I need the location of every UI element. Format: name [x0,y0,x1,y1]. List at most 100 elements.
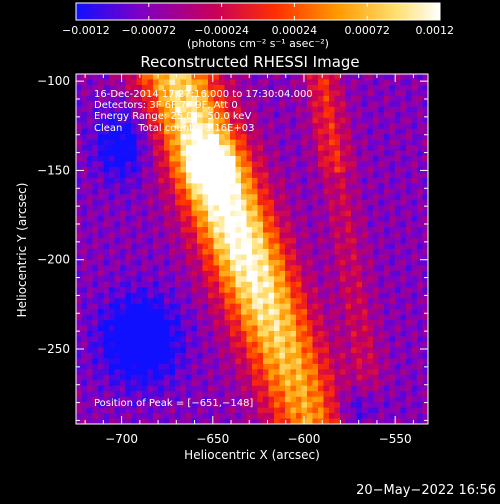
heatmap-cell [257,314,264,321]
heatmap-cell [125,298,132,305]
heatmap-cell [356,352,363,359]
heatmap-cell [164,418,170,425]
heatmap-cell [340,90,346,97]
heatmap-cell [142,216,148,223]
heatmap-cell [323,287,330,294]
heatmap-cell [235,336,242,343]
heatmap-cell [114,216,121,223]
heatmap-cell [389,145,396,151]
heatmap-cell [109,309,115,316]
heatmap-cell [334,183,341,190]
heatmap-cell [125,352,132,359]
heatmap-cell [136,341,143,348]
heatmap-cell [186,106,192,113]
heatmap-cell [422,79,429,86]
heatmap-cell [268,396,275,403]
heatmap-cell [191,139,198,146]
heatmap-cell [257,227,264,233]
heatmap-cell [384,128,390,135]
heatmap-cell [285,123,291,130]
heatmap-cell [125,259,132,266]
heatmap-cell [87,341,93,348]
heatmap-cell [329,396,335,403]
heatmap-cell [153,292,159,299]
heatmap-cell [109,396,115,403]
heatmap-cell [98,352,104,359]
heatmap-cell [120,205,126,212]
heatmap-cell [263,369,269,376]
heatmap-cell [411,352,418,359]
heatmap-cell [158,156,165,162]
heatmap-cell [411,385,418,392]
heatmap-cell [400,303,407,310]
heatmap-cell [153,396,159,403]
heatmap-cell [257,418,264,425]
heatmap-cell [290,177,297,184]
heatmap-cell [81,303,88,310]
heatmap-cell [257,358,264,365]
heatmap-cell [76,205,82,212]
heatmap-cell [290,150,297,157]
heatmap-cell [252,407,258,414]
heatmap-cell [224,134,231,141]
heatmap-cell [356,292,363,299]
heatmap-cell [406,74,412,80]
heatmap-cell [362,336,368,343]
heatmap-cell [147,331,154,337]
heatmap-cell [389,331,396,337]
heatmap-cell [323,303,330,310]
heatmap-cell [411,380,418,387]
heatmap-cell [257,199,264,206]
heatmap-cell [235,188,242,195]
heatmap-cell [153,331,159,337]
heatmap-cell [329,74,335,80]
heatmap-cell [98,369,104,376]
heatmap-cell [125,254,132,261]
heatmap-cell [235,292,242,299]
heatmap-cell [246,363,253,370]
heatmap-cell [296,188,302,195]
heatmap-cell [175,84,181,91]
heatmap-cell [268,90,275,97]
heatmap-cell [406,402,412,408]
heatmap-cell [224,238,231,244]
heatmap-cell [296,106,302,113]
heatmap-cell [191,106,198,113]
heatmap-cell [323,183,330,190]
heatmap-cell [235,79,242,86]
heatmap-cell [307,292,313,299]
heatmap-cell [131,221,137,228]
heatmap-cell [224,205,231,212]
heatmap-cell [186,265,192,272]
heatmap-cell [312,128,319,135]
heatmap-cell [114,270,121,277]
heatmap-cell [417,106,423,113]
heatmap-cell [301,194,308,201]
heatmap-cell [378,156,385,162]
heatmap-cell [301,374,308,381]
heatmap-cell [285,380,291,387]
heatmap-cell [411,270,418,277]
heatmap-cell [98,112,104,119]
heatmap-cell [307,117,313,124]
heatmap-cell [235,117,242,124]
heatmap-cell [422,287,429,294]
heatmap-cell [219,166,225,173]
heatmap-cell [169,281,176,288]
heatmap-cell [142,391,148,398]
heatmap-cell [186,418,192,425]
heatmap-cell [246,194,253,201]
heatmap-cell [345,183,352,190]
heatmap-cell [230,79,236,86]
heatmap-cell [362,418,368,425]
heatmap-cell [296,352,302,359]
heatmap-cell [285,128,291,135]
heatmap-cell [208,156,214,162]
heatmap-cell [230,391,236,398]
heatmap-cell [362,123,368,130]
heatmap-cell [103,287,110,294]
heatmap-cell [312,407,319,414]
heatmap-cell [285,145,291,151]
heatmap-cell [373,336,379,343]
heatmap-cell [120,413,126,419]
